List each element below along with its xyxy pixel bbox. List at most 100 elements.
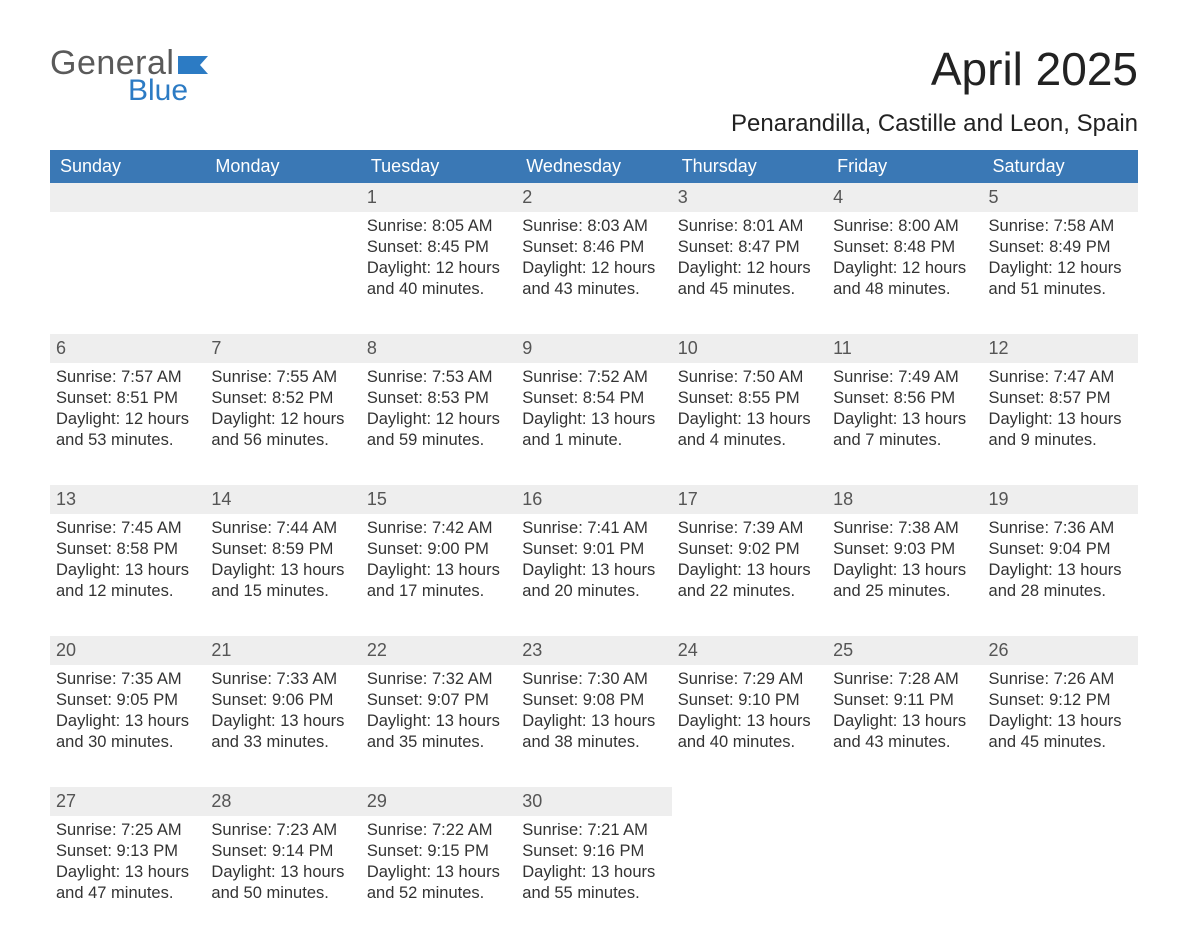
- sunrise-text: Sunrise: 7:44 AM: [211, 518, 352, 539]
- sunrise-text: Sunrise: 7:41 AM: [522, 518, 663, 539]
- daylight-line2: and 17 minutes.: [367, 581, 508, 602]
- day-number: 26: [983, 636, 1138, 665]
- day-cell: Sunrise: 8:05 AMSunset: 8:45 PMDaylight:…: [361, 212, 516, 334]
- day-number: 30: [516, 787, 671, 816]
- sunrise-text: Sunrise: 7:28 AM: [833, 669, 974, 690]
- day-cell: Sunrise: 7:57 AMSunset: 8:51 PMDaylight:…: [50, 363, 205, 485]
- daylight-line2: and 45 minutes.: [678, 279, 819, 300]
- title-block: April 2025 Penarandilla, Castille and Le…: [731, 46, 1138, 138]
- daylight-line2: and 28 minutes.: [989, 581, 1130, 602]
- sunset-text: Sunset: 8:55 PM: [678, 388, 819, 409]
- daylight-line2: and 22 minutes.: [678, 581, 819, 602]
- week-daynum-row: 12345: [50, 183, 1138, 212]
- sunset-text: Sunset: 9:01 PM: [522, 539, 663, 560]
- daylight-line2: and 25 minutes.: [833, 581, 974, 602]
- sunset-text: Sunset: 8:52 PM: [211, 388, 352, 409]
- daylight-line2: and 43 minutes.: [522, 279, 663, 300]
- daylight-line2: and 52 minutes.: [367, 883, 508, 904]
- day-cell: Sunrise: 7:32 AMSunset: 9:07 PMDaylight:…: [361, 665, 516, 787]
- week-body-row: Sunrise: 7:35 AMSunset: 9:05 PMDaylight:…: [50, 665, 1138, 787]
- sunrise-text: Sunrise: 8:00 AM: [833, 216, 974, 237]
- daylight-line1: Daylight: 13 hours: [367, 862, 508, 883]
- sunrise-text: Sunrise: 7:57 AM: [56, 367, 197, 388]
- day-number: 2: [516, 183, 671, 212]
- daylight-line2: and 53 minutes.: [56, 430, 197, 451]
- sunrise-text: Sunrise: 7:30 AM: [522, 669, 663, 690]
- daylight-line1: Daylight: 13 hours: [56, 711, 197, 732]
- day-cell: Sunrise: 7:42 AMSunset: 9:00 PMDaylight:…: [361, 514, 516, 636]
- day-cell: Sunrise: 7:30 AMSunset: 9:08 PMDaylight:…: [516, 665, 671, 787]
- daylight-line2: and 43 minutes.: [833, 732, 974, 753]
- daylight-line1: Daylight: 13 hours: [522, 711, 663, 732]
- logo: General Blue: [50, 46, 212, 106]
- day-number: 25: [827, 636, 982, 665]
- daylight-line2: and 40 minutes.: [678, 732, 819, 753]
- daylight-line2: and 1 minute.: [522, 430, 663, 451]
- sunset-text: Sunset: 8:56 PM: [833, 388, 974, 409]
- daylight-line1: Daylight: 13 hours: [56, 862, 197, 883]
- daylight-line1: Daylight: 12 hours: [211, 409, 352, 430]
- sunrise-text: Sunrise: 7:47 AM: [989, 367, 1130, 388]
- day-number: 10: [672, 334, 827, 363]
- sunrise-text: Sunrise: 7:35 AM: [56, 669, 197, 690]
- day-number: 28: [205, 787, 360, 816]
- sunrise-text: Sunrise: 7:33 AM: [211, 669, 352, 690]
- day-cell: [672, 816, 827, 938]
- day-cell: Sunrise: 7:33 AMSunset: 9:06 PMDaylight:…: [205, 665, 360, 787]
- week-body-row: Sunrise: 7:45 AMSunset: 8:58 PMDaylight:…: [50, 514, 1138, 636]
- sunset-text: Sunset: 9:10 PM: [678, 690, 819, 711]
- dow-friday: Friday: [827, 150, 982, 183]
- sunset-text: Sunset: 8:47 PM: [678, 237, 819, 258]
- week-daynum-row: 20212223242526: [50, 636, 1138, 665]
- daylight-line2: and 55 minutes.: [522, 883, 663, 904]
- daylight-line2: and 30 minutes.: [56, 732, 197, 753]
- day-number: 19: [983, 485, 1138, 514]
- daylight-line1: Daylight: 13 hours: [211, 862, 352, 883]
- daylight-line1: Daylight: 13 hours: [989, 711, 1130, 732]
- day-cell: Sunrise: 7:22 AMSunset: 9:15 PMDaylight:…: [361, 816, 516, 938]
- daylight-line1: Daylight: 13 hours: [833, 560, 974, 581]
- sunrise-text: Sunrise: 7:38 AM: [833, 518, 974, 539]
- sunrise-text: Sunrise: 7:32 AM: [367, 669, 508, 690]
- day-number: 7: [205, 334, 360, 363]
- daylight-line1: Daylight: 12 hours: [522, 258, 663, 279]
- daylight-line2: and 48 minutes.: [833, 279, 974, 300]
- day-cell: Sunrise: 7:21 AMSunset: 9:16 PMDaylight:…: [516, 816, 671, 938]
- header: General Blue April 2025 Penarandilla, Ca…: [50, 46, 1138, 138]
- day-cell: [983, 816, 1138, 938]
- day-cell: Sunrise: 7:23 AMSunset: 9:14 PMDaylight:…: [205, 816, 360, 938]
- sunrise-text: Sunrise: 7:23 AM: [211, 820, 352, 841]
- daylight-line1: Daylight: 13 hours: [678, 711, 819, 732]
- daylight-line2: and 4 minutes.: [678, 430, 819, 451]
- sunrise-text: Sunrise: 7:52 AM: [522, 367, 663, 388]
- daylight-line2: and 12 minutes.: [56, 581, 197, 602]
- calendar-table: Sunday Monday Tuesday Wednesday Thursday…: [50, 150, 1138, 938]
- daylight-line1: Daylight: 12 hours: [367, 409, 508, 430]
- week-daynum-row: 6789101112: [50, 334, 1138, 363]
- daylight-line1: Daylight: 13 hours: [522, 862, 663, 883]
- daylight-line2: and 33 minutes.: [211, 732, 352, 753]
- day-cell: Sunrise: 7:26 AMSunset: 9:12 PMDaylight:…: [983, 665, 1138, 787]
- week-daynum-row: 13141516171819: [50, 485, 1138, 514]
- daylight-line1: Daylight: 12 hours: [989, 258, 1130, 279]
- daylight-line1: Daylight: 13 hours: [56, 560, 197, 581]
- daylight-line2: and 56 minutes.: [211, 430, 352, 451]
- daylight-line2: and 7 minutes.: [833, 430, 974, 451]
- sunset-text: Sunset: 9:08 PM: [522, 690, 663, 711]
- day-cell: Sunrise: 7:35 AMSunset: 9:05 PMDaylight:…: [50, 665, 205, 787]
- daylight-line2: and 40 minutes.: [367, 279, 508, 300]
- day-cell: Sunrise: 7:49 AMSunset: 8:56 PMDaylight:…: [827, 363, 982, 485]
- sunset-text: Sunset: 8:49 PM: [989, 237, 1130, 258]
- day-cell: Sunrise: 7:58 AMSunset: 8:49 PMDaylight:…: [983, 212, 1138, 334]
- dow-sunday: Sunday: [50, 150, 205, 183]
- sunset-text: Sunset: 9:16 PM: [522, 841, 663, 862]
- day-cell: Sunrise: 7:45 AMSunset: 8:58 PMDaylight:…: [50, 514, 205, 636]
- daylight-line1: Daylight: 13 hours: [989, 560, 1130, 581]
- sunrise-text: Sunrise: 7:50 AM: [678, 367, 819, 388]
- daylight-line2: and 50 minutes.: [211, 883, 352, 904]
- sunrise-text: Sunrise: 7:53 AM: [367, 367, 508, 388]
- daylight-line1: Daylight: 13 hours: [211, 711, 352, 732]
- daylight-line1: Daylight: 13 hours: [367, 711, 508, 732]
- sunrise-text: Sunrise: 7:26 AM: [989, 669, 1130, 690]
- daylight-line2: and 38 minutes.: [522, 732, 663, 753]
